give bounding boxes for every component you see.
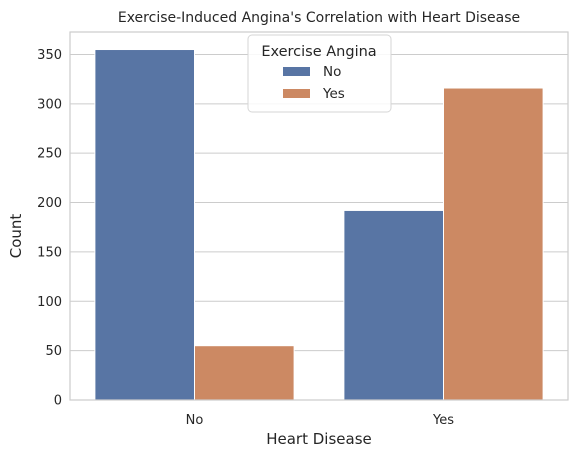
chart-title: Exercise-Induced Angina's Correlation wi…: [118, 10, 520, 26]
x-tick-label: No: [186, 413, 204, 428]
axis-layer: 0 50 100 150 200 250 300 350 No Yes: [37, 31, 569, 428]
y-tick-label: 50: [45, 344, 62, 359]
legend-label-yes: Yes: [322, 86, 345, 102]
y-tick-label: 150: [37, 245, 62, 260]
y-tick-label: 200: [37, 196, 62, 211]
legend-swatch-no: [283, 67, 310, 76]
legend: Exercise Angina No Yes: [247, 34, 392, 113]
plot-frame: [69, 31, 569, 401]
y-tick-label: 0: [54, 394, 62, 409]
bar-yes-no: [343, 209, 444, 401]
y-tick-label: 300: [37, 97, 62, 112]
y-tick-label: 350: [37, 48, 62, 63]
x-tick-label: Yes: [432, 413, 454, 428]
legend-title: Exercise Angina: [261, 44, 376, 60]
bar-yes-yes: [443, 87, 544, 401]
y-tick-label: 250: [37, 147, 62, 162]
bar-no-no: [94, 49, 195, 401]
legend-swatch-yes: [283, 89, 310, 98]
bar-no-yes: [194, 345, 295, 401]
x-axis-title: Heart Disease: [266, 430, 372, 448]
y-axis-title: Count: [7, 214, 25, 259]
bars-layer: [94, 49, 544, 401]
legend-label-no: No: [323, 64, 341, 80]
y-tick-label: 100: [37, 295, 62, 310]
